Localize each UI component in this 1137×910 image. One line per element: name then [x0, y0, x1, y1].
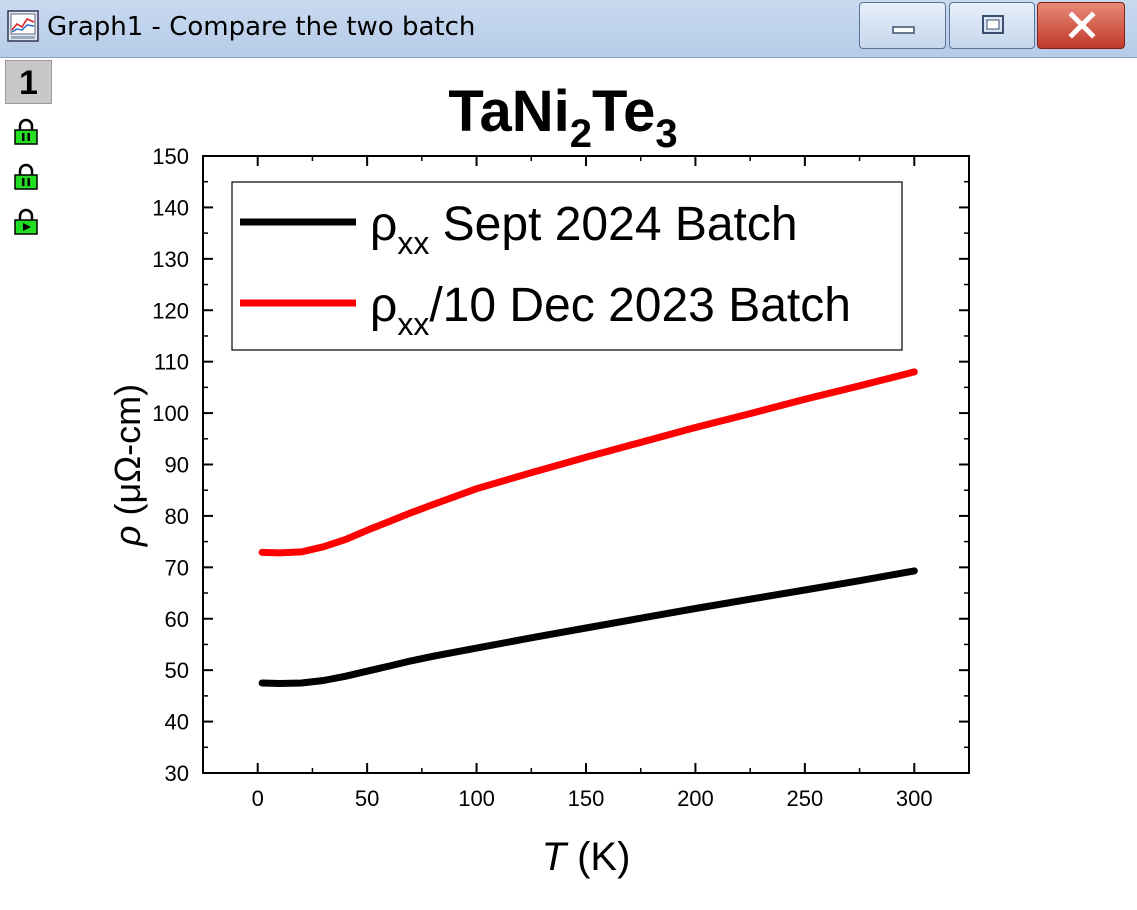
- legend-box: [231, 181, 903, 351]
- y-tick-label: 140: [152, 195, 189, 220]
- y-tick-label: 80: [165, 504, 189, 529]
- maximize-icon: [982, 15, 1004, 34]
- y-tick-label: 150: [152, 144, 189, 169]
- title-sub-2: 3: [655, 112, 677, 156]
- y-tick-label: 100: [152, 401, 189, 426]
- series-line-1: [258, 368, 918, 557]
- y-axis-label-italic: ρ: [107, 525, 148, 547]
- y-tick-label: 110: [154, 350, 189, 375]
- title-base-1: TaNi: [448, 79, 569, 144]
- x-axis-label: T (K): [542, 835, 631, 879]
- series-layer: [258, 368, 918, 687]
- axis-ticks: [202, 155, 970, 774]
- legend-label-sept-2024: ρxx Sept 2024 Batch: [370, 198, 798, 261]
- close-button[interactable]: [1037, 2, 1125, 49]
- x-tick-label: 300: [896, 786, 933, 811]
- series-line-0: [258, 567, 918, 687]
- y-tick-label: 40: [165, 710, 189, 735]
- x-axis-label-unit: (K): [566, 835, 630, 879]
- legend-text-2: /10 Dec 2023 Batch: [429, 279, 851, 332]
- window-titlebar[interactable]: Graph1 - Compare the two batch: [0, 0, 1137, 58]
- lock-icon-2[interactable]: [13, 163, 39, 191]
- chart-title: TaNi2Te3: [448, 79, 677, 156]
- legend-rho-2: ρ: [370, 279, 397, 332]
- y-tick-label: 130: [152, 247, 189, 272]
- legend-sub-1: xx: [397, 225, 429, 261]
- x-tick-label: 0: [252, 786, 264, 811]
- x-tick-label: 200: [677, 786, 714, 811]
- lock-play-icon[interactable]: [13, 208, 39, 236]
- y-axis-label-unit: (μΩ-cm): [107, 384, 148, 526]
- legend-text-1: Sept 2024 Batch: [429, 198, 797, 251]
- minimize-button[interactable]: [859, 2, 946, 49]
- graph-window-icon: [7, 10, 39, 42]
- window-title: Graph1 - Compare the two batch: [47, 12, 476, 42]
- x-tick-label: 150: [568, 786, 605, 811]
- maximize-button[interactable]: [949, 2, 1035, 49]
- layer-tab-1[interactable]: 1: [5, 60, 52, 104]
- x-tick-label: 50: [355, 786, 379, 811]
- y-tick-label: 60: [165, 607, 189, 632]
- close-icon: [1068, 11, 1096, 39]
- axis-tick-labels: 0 50 100 150 200 250 300 30 40 50 60 70 80 90 100 110 12…: [152, 144, 932, 811]
- x-tick-label: 250: [786, 786, 823, 811]
- title-base-2: Te: [592, 79, 655, 144]
- y-axis-label: ρ (μΩ-cm): [107, 384, 148, 547]
- legend-sub-2: xx: [397, 306, 429, 342]
- legend[interactable]: ρxx Sept 2024 Batch ρxx/10 Dec 2023 Batc…: [231, 181, 903, 351]
- y-tick-label: 50: [165, 658, 189, 683]
- x-axis-label-italic: T: [542, 835, 569, 879]
- y-tick-label: 90: [165, 453, 189, 478]
- y-tick-label: 70: [165, 555, 189, 580]
- legend-label-dec-2023: ρxx/10 Dec 2023 Batch: [370, 279, 851, 342]
- y-tick-label: 30: [165, 761, 189, 786]
- legend-rho-1: ρ: [370, 198, 397, 251]
- minimize-icon: [892, 26, 915, 34]
- y-tick-label: 120: [152, 298, 189, 323]
- lock-icon[interactable]: [13, 118, 39, 146]
- title-sub-1: 2: [570, 112, 592, 156]
- x-tick-label: 100: [458, 786, 495, 811]
